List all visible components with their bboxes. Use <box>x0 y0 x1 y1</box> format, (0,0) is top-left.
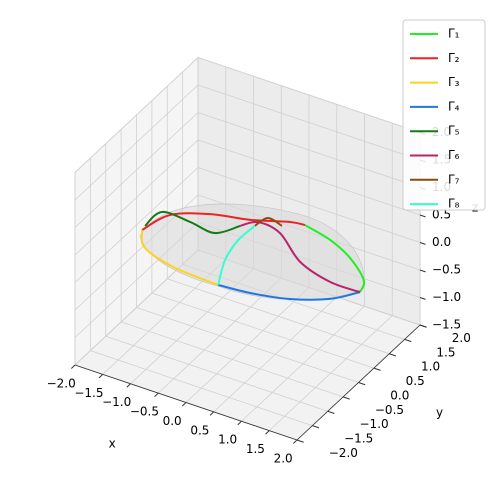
legend: Γ₁ Γ₂ Γ₃ Γ₄ Γ₅ Γ₆ Γ₇ Γ₈ <box>402 19 486 211</box>
x-tick-label: −1.0 <box>102 395 131 409</box>
grid-line <box>136 307 359 383</box>
legend-label: Γ₆ <box>448 148 460 162</box>
x-tick-label: −2.0 <box>47 376 76 390</box>
grid-line <box>151 292 375 369</box>
curve <box>217 283 361 301</box>
y-tick-label: 0.5 <box>406 374 425 388</box>
legend-frame <box>402 19 486 211</box>
tick-mark <box>373 367 381 371</box>
grid-line <box>197 84 421 161</box>
tick-mark <box>70 364 76 369</box>
grid-line <box>74 84 199 201</box>
curve <box>144 210 241 235</box>
legend-label: Γ₅ <box>448 124 460 138</box>
x-tick-label: 0.5 <box>190 423 209 437</box>
legend-label: Γ₈ <box>448 197 460 211</box>
tick-mark <box>419 242 426 245</box>
legend-label: Γ₃ <box>448 75 460 89</box>
y-tick-label: 0.0 <box>390 388 409 402</box>
tick-mark <box>419 269 426 273</box>
grid-line <box>74 112 199 228</box>
x-tick-label: 2.0 <box>274 451 293 465</box>
y-tick-label: 2.0 <box>452 331 471 345</box>
tick-mark <box>154 392 159 397</box>
axis-line <box>296 324 421 441</box>
z-tick-label: −1.0 <box>432 290 461 304</box>
legend-label: Γ₂ <box>448 51 460 65</box>
legend-label: Γ₁ <box>448 27 460 41</box>
x-tick-label: 0.0 <box>163 414 182 428</box>
tick-mark <box>327 410 335 414</box>
tick-mark <box>389 353 397 357</box>
tick-mark <box>419 324 426 328</box>
tick-mark <box>358 382 366 386</box>
grid-line <box>167 278 390 355</box>
tick-mark <box>98 374 104 379</box>
x-axis-label: x <box>109 437 116 451</box>
z-tick-label: 0.5 <box>432 208 451 222</box>
grid-line <box>120 321 344 398</box>
tick-mark <box>404 338 412 343</box>
tick-mark <box>296 439 304 443</box>
legend-label: Γ₇ <box>448 172 460 186</box>
tick-mark <box>419 214 426 218</box>
y-tick-label: −2.0 <box>329 446 358 460</box>
z-tick-label: 0.0 <box>432 235 451 249</box>
curve <box>141 212 306 231</box>
curve <box>239 220 361 294</box>
z-tick-label: −1.5 <box>432 318 461 332</box>
tick-mark <box>419 297 426 300</box>
tick-mark <box>312 425 320 429</box>
x-tick-label: 1.5 <box>246 442 265 456</box>
tick-mark <box>209 411 215 416</box>
tick-mark <box>342 396 350 400</box>
z-tick-label: −0.5 <box>432 263 461 277</box>
tick-mark <box>126 383 131 388</box>
legend-label: Γ₄ <box>448 99 460 113</box>
y-tick-label: −0.5 <box>375 403 404 417</box>
axis-line <box>74 364 298 441</box>
grid-line <box>74 167 199 283</box>
tick-mark <box>237 420 242 426</box>
tick-mark <box>181 402 187 407</box>
grid-line <box>74 139 199 256</box>
x-tick-label: 1.0 <box>218 433 237 447</box>
y-tick-label: 1.0 <box>421 360 440 374</box>
grid-line <box>74 57 199 173</box>
tick-mark <box>265 430 270 435</box>
x-tick-label: −1.5 <box>74 386 103 400</box>
grid-line <box>90 350 313 427</box>
y-tick-label: 1.5 <box>436 345 455 359</box>
curve <box>217 225 256 286</box>
grid-line <box>197 139 421 216</box>
y-tick-label: −1.5 <box>344 432 373 446</box>
x-tick-label: −0.5 <box>130 405 159 419</box>
curve <box>254 217 283 227</box>
curve <box>304 224 366 293</box>
grid-line <box>105 335 328 412</box>
tick-mark <box>292 439 298 444</box>
grid-line <box>197 112 421 188</box>
grid-line <box>197 167 421 243</box>
y-axis-label: y <box>436 406 443 420</box>
curve <box>140 229 219 286</box>
grid-line <box>197 57 421 133</box>
y-tick-label: −1.0 <box>360 417 389 431</box>
